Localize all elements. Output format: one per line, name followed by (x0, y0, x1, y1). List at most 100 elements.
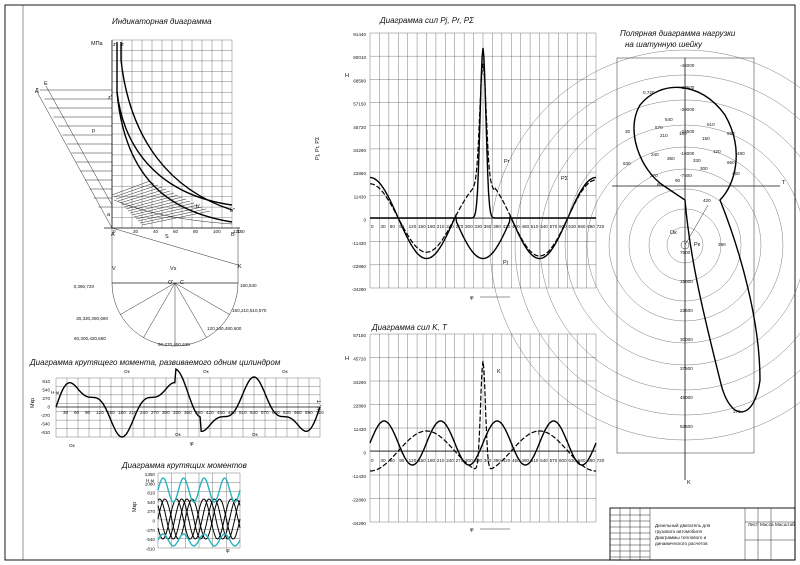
stamp-text-2: грузового автомобиля (655, 529, 703, 534)
indicator-point-b2: b'' (230, 208, 235, 214)
polar-scale-up: -30000 (680, 107, 695, 112)
indicator-x-tick: 80 (193, 229, 199, 234)
indicator-x-tick: 100 (213, 229, 221, 234)
forces-p-x-tick: 120 (409, 224, 417, 229)
crank-label-120: 120,240,480,600 (207, 326, 242, 331)
polar-scale-down: 45000 (680, 395, 693, 400)
forces-p-label-psum: PΣ (561, 176, 569, 182)
polar-angle-label: 420 (703, 198, 711, 203)
indicator-title: Индикаторная диаграмма (112, 17, 212, 26)
forces-p-x-tick: 630 (568, 224, 576, 229)
torque-single-curve (55, 367, 321, 438)
forces-kt-x-tick: 570 (550, 458, 558, 463)
torque-x-tick: 510 (239, 410, 247, 415)
polar-scale-up: -45000 (680, 63, 695, 68)
torques-y-tick: 810 (147, 491, 155, 496)
torque-x-tick: 420 (206, 410, 214, 415)
forces-p-y-tick: 68580 (353, 78, 366, 83)
crank-label-180: 180,540 (240, 283, 257, 288)
indicator-point-Vs: Vs (170, 266, 177, 272)
forces-p-x-tick: 420 (503, 224, 511, 229)
forces-kt-x-tick: 660 (578, 458, 586, 463)
forces-kt-y-tick: 22860 (353, 404, 366, 409)
forces-kt-y-tick: 11430 (354, 427, 367, 432)
torque-single-title: Диаграмма крутящего момента, развиваемог… (29, 358, 281, 367)
torque-mark-ok-3: Oк (282, 369, 289, 374)
forces-p-y-tick: 91440 (353, 32, 366, 37)
forces-p-x-tick: 210 (437, 224, 445, 229)
stamp-col-mass: Масса (760, 522, 774, 527)
torque-single-diagram: Диаграмма крутящего момента, развиваемог… (29, 358, 324, 448)
polar-angle-label: 180 (679, 131, 687, 136)
indicator-point-K: K (238, 264, 242, 270)
indicator-x-tick: 120 (233, 229, 241, 234)
indicator-point-a: a (107, 212, 111, 218)
torque-total-title: Диаграмма крутящих моментов (121, 461, 247, 470)
polar-angle-label: 570 (655, 125, 663, 130)
forces-kt-x-tick: 690 (587, 458, 595, 463)
expansion-line-2 (120, 42, 233, 211)
torque-total-curves (157, 477, 241, 547)
forces-kt-x-ticks: 0 30 60 90 120 150 180 210 240 270 300 330 360 390 420… (371, 458, 605, 463)
forces-kt-x-tick: 60 (390, 458, 396, 463)
forces-kt-x-tick: 0 (371, 458, 374, 463)
forces-p-y-ticks: 91440 80010 68580 57150 45720 34290 22860 11430… (352, 32, 367, 292)
forces-p-y-tick: -11430 (352, 241, 366, 246)
summary-torque-curve (157, 477, 241, 503)
forces-p-curve-pr (370, 47, 596, 219)
torque-x-tick: 300 (162, 410, 170, 415)
forces-p-x-tick: 180 (427, 224, 435, 229)
polar-angle-label: 450 (732, 171, 740, 176)
forces-p-title: Диаграмма сил Pj, Pr, PΣ (379, 16, 475, 25)
forces-kt-x-tick: 540 (540, 458, 548, 463)
forces-kt-x-tick: 450 (512, 458, 520, 463)
stamp-col-scale: Масштаб (775, 522, 795, 527)
indicator-point-E: Е (44, 81, 48, 87)
torque-total-ylabel: Мкр (132, 502, 138, 512)
polar-pk: Pк (694, 242, 701, 248)
ray-E (45, 85, 113, 206)
forces-kt-x-tick: 240 (446, 458, 454, 463)
forces-kt-label-t: T (537, 431, 541, 437)
forces-kt-diagram: Диаграмма сил K, T 57150 45720 34290 22860 1… (317, 323, 605, 533)
torque-y-tick: 540 (42, 388, 50, 393)
forces-p-xlabel: φ (470, 295, 474, 301)
forces-kt-x-tick: 300 (465, 458, 473, 463)
forces-p-x-tick: 660 (578, 224, 586, 229)
indicator-point-z2: z (121, 42, 124, 48)
polar-title-2: на шатунную шейку (625, 40, 703, 49)
polar-angle-label: 270 (650, 173, 658, 178)
torque-x-tick: 60 (74, 410, 80, 415)
ray-D (35, 89, 113, 229)
indicator-point-p: p (92, 128, 95, 134)
torque-x-tick: 600 (272, 410, 280, 415)
stamp-col-sheet: Лист (748, 522, 759, 527)
summary-torque-curve-low (157, 533, 241, 547)
polar-scale-up: -37500 (680, 85, 695, 90)
crank-label-60: 60,300,420,660 (74, 336, 106, 341)
polar-axis-t-label: T (782, 180, 786, 186)
crank-label-0: 0,360,720 (74, 284, 95, 289)
polar-angle-label: 690 (727, 131, 735, 136)
indicator-x-tick: 60 (173, 229, 179, 234)
forces-kt-xlabel: φ (470, 527, 474, 533)
forces-kt-y-tick: 45720 (353, 357, 366, 362)
forces-p-x-tick: 0 (371, 224, 374, 229)
forces-p-y-tick: 57150 (353, 102, 366, 107)
forces-p-x-tick: 300 (465, 224, 473, 229)
forces-p-unit: Н (345, 73, 349, 79)
polar-scale-down: 37500 (680, 366, 693, 371)
forces-p-x-tick: 360 (484, 224, 492, 229)
polar-scale-down: 52500 (680, 424, 693, 429)
polar-scale-down: 7500 (680, 250, 691, 255)
torque-x-tick: 660 (294, 410, 302, 415)
polar-angle-label: 660 (727, 160, 735, 165)
forces-p-x-ticks: 0 30 60 90 120 150 180 210 240 270 300 330 360 390 420… (371, 224, 605, 229)
crank-label-150: 150,210,510,570 (232, 308, 267, 313)
indicator-x-tick: 20 (133, 229, 139, 234)
torques-y-tick: 1350 (145, 472, 156, 477)
polar-angle-label: 480 (737, 151, 745, 156)
polar-frame (616, 57, 755, 454)
torque-total-y-ticks: 1350 1080 810 540 270 0 -270 -540 -810 (145, 472, 156, 551)
forces-kt-y-tick: 0 (363, 451, 366, 456)
